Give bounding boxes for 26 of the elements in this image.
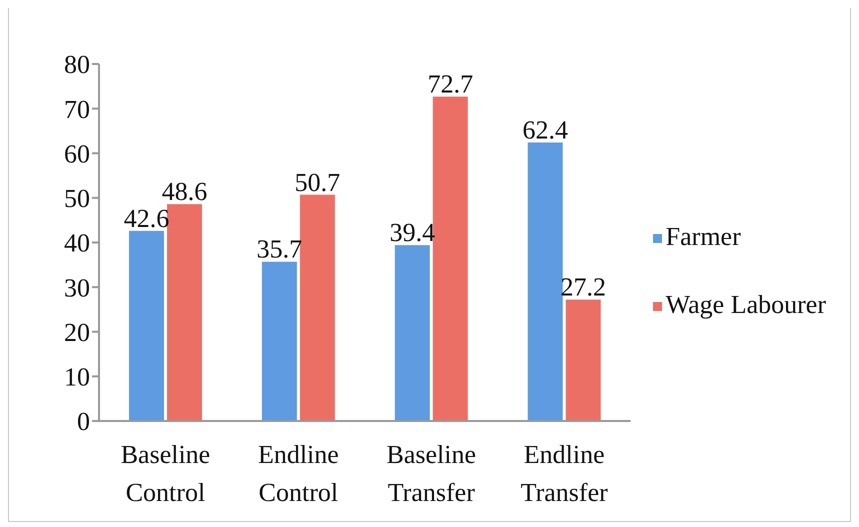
x-tick-label: Baseline Control <box>120 440 210 507</box>
x-tick-label: Baseline Transfer <box>386 440 476 507</box>
y-tick-label: 10 <box>64 362 90 392</box>
y-tick-label: 0 <box>77 407 90 436</box>
bar <box>528 142 563 421</box>
bar <box>566 300 601 421</box>
y-tick-label: 60 <box>64 139 90 168</box>
y-tick-label: 50 <box>64 184 90 214</box>
y-tick-label: 80 <box>64 50 90 80</box>
bar <box>262 262 297 421</box>
bar <box>167 204 202 421</box>
y-tick-label: 30 <box>64 273 90 302</box>
y-tick-label: 20 <box>64 318 90 347</box>
bar <box>394 245 430 421</box>
y-tick-label: 40 <box>64 228 90 258</box>
bar <box>300 194 335 421</box>
legend-label: Wage Labourer <box>666 290 826 318</box>
legend-label: Farmer <box>666 222 741 250</box>
x-tick-label: Endline Transfer <box>520 440 608 507</box>
bar <box>129 230 164 421</box>
y-tick-label: 70 <box>64 94 90 124</box>
data-label: 62.4 <box>522 116 568 145</box>
data-label: 48.6 <box>162 177 208 206</box>
x-tick-label: Endline Control <box>258 440 339 507</box>
data-label: 72.7 <box>428 70 474 99</box>
data-label: 50.7 <box>294 168 340 197</box>
